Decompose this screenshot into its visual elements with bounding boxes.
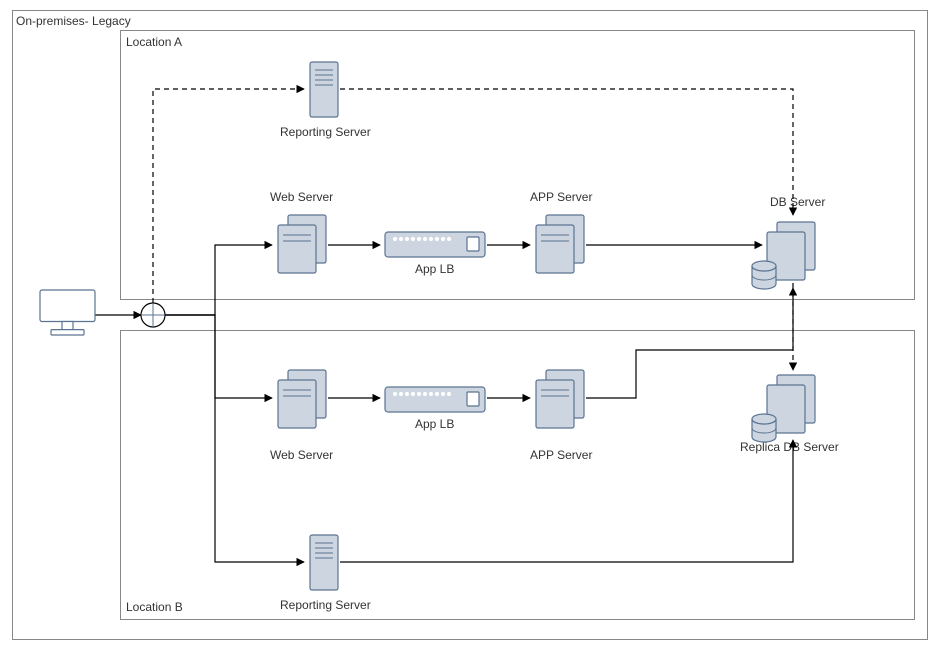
web-server-b-icon xyxy=(278,370,326,428)
app-server-a-icon xyxy=(536,215,584,273)
edge-reporting_a_down-db_server xyxy=(322,89,793,215)
app-lb-b-icon xyxy=(385,387,485,412)
edge-app_server_b-db_server_up xyxy=(586,288,793,398)
replica-db-server-icon xyxy=(752,375,815,442)
db-server-icon xyxy=(752,222,815,289)
edge-reporting_b-replica_db xyxy=(340,440,793,562)
edge-junction-web_b xyxy=(165,315,272,398)
reporting-server-b-icon xyxy=(310,535,338,590)
edge-junction-web_a xyxy=(165,245,272,315)
monitor-icon xyxy=(40,290,95,335)
diagram-canvas xyxy=(0,0,940,653)
app-lb-a-icon xyxy=(385,232,485,257)
junction-icon xyxy=(141,303,165,327)
reporting-server-a-icon xyxy=(310,62,338,117)
web-server-a-icon xyxy=(278,215,326,273)
edge-junction-reporting_b xyxy=(165,315,304,562)
app-server-b-icon xyxy=(536,370,584,428)
